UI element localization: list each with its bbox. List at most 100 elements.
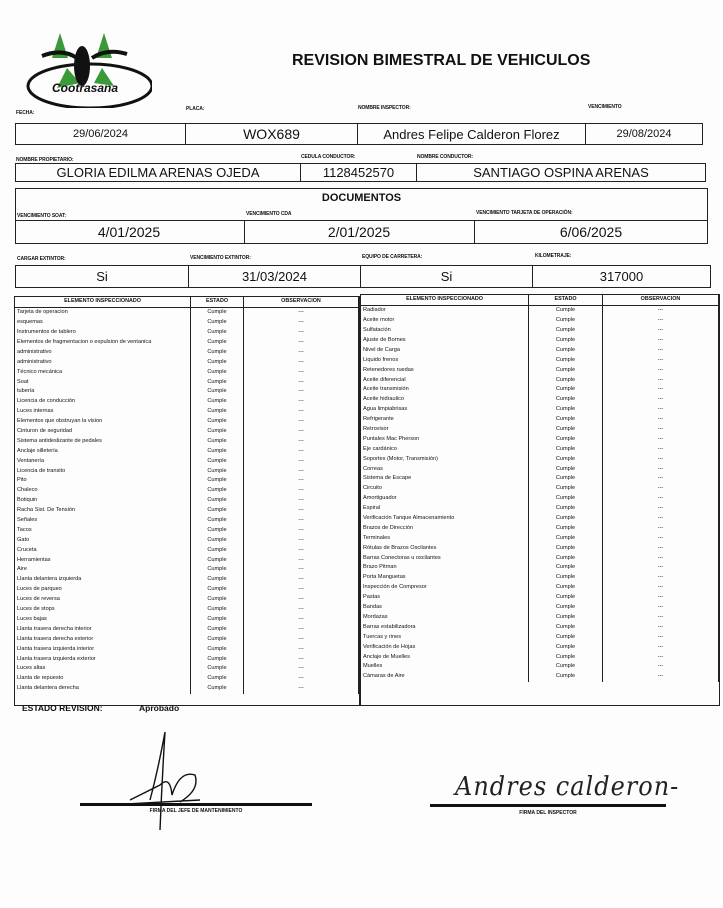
inspector-value: Andres Felipe Calderon Florez (358, 124, 586, 144)
table-row: Instrumentos de tablero Cumple --- (14, 327, 359, 338)
observacion-cell: --- (243, 307, 359, 318)
observacion-cell: --- (602, 414, 719, 425)
documentos-title: DOCUMENTOS (321, 192, 402, 204)
observacion-cell: --- (602, 315, 719, 326)
observacion-cell: --- (602, 375, 719, 386)
table-row: Luces internas Cumple --- (14, 406, 359, 417)
elemento-cell: Verificación Tanque Almacenamiento (360, 513, 529, 524)
table-row: Brazos de Dirección Cumple --- (360, 523, 719, 534)
estado-cell: Cumple (528, 454, 603, 465)
observacion-cell: --- (243, 594, 359, 605)
estado-cell: Cumple (190, 377, 244, 388)
elemento-cell: esquemas (14, 317, 191, 328)
table-row: administrativo Cumple --- (14, 357, 359, 368)
observacion-cell: --- (602, 563, 719, 573)
table-row: Llanta trasera izquierda interior Cumple -… (14, 644, 359, 655)
observacion-cell: --- (602, 365, 719, 376)
observacion-cell: --- (243, 584, 359, 595)
table-row: Licencia de conducción Cumple --- (14, 396, 359, 407)
elemento-cell: Retenedores ruedas (360, 365, 529, 376)
table-row: Agua limpiabrisas Cumple --- (360, 404, 719, 415)
elemento-cell: Sistema de Escape (360, 474, 529, 484)
table-row: Aceite motor Cumple --- (360, 315, 719, 326)
elemento-cell: Muelles (360, 661, 529, 672)
observacion-cell: --- (243, 663, 359, 674)
observacion-cell: --- (602, 474, 719, 484)
left-table-wrap: ELEMENTO INSPECCIONADO ESTADO OBSERVACIO… (14, 296, 360, 706)
observacion-cell: --- (602, 632, 719, 643)
elemento-cell: Radiador (360, 305, 529, 316)
table-row: Llanta trasera izquierda exterior Cumple -… (14, 654, 359, 664)
estado-cell: Cumple (528, 533, 603, 544)
table-row: Circuito Cumple --- (360, 483, 719, 494)
observacion-cell: --- (243, 624, 359, 635)
elemento-cell: Sulfatación (360, 325, 529, 336)
placa-label: PLACA: (186, 106, 205, 112)
estado-cell: Cumple (190, 644, 244, 655)
observacion-cell: --- (243, 673, 359, 684)
estado-cell: Cumple (190, 347, 244, 358)
table-row: Aire Cumple --- (14, 565, 359, 575)
elemento-cell: Cinturon de seguridad (14, 426, 191, 437)
estado-cell: Cumple (528, 543, 603, 554)
elemento-cell: Técnico mecánica (14, 367, 191, 378)
observacion-cell: --- (602, 513, 719, 524)
observacion-cell: --- (243, 367, 359, 378)
left-inspection-table: ELEMENTO INSPECCIONADO ESTADO OBSERVACIO… (14, 296, 359, 694)
observacion-cell: --- (602, 572, 719, 583)
observacion-cell: --- (243, 614, 359, 625)
estado-cell: Cumple (190, 654, 244, 664)
fecha-label: FECHA: (16, 110, 35, 116)
observacion-cell: --- (243, 604, 359, 615)
observacion-cell: --- (602, 523, 719, 534)
observacion-cell: --- (602, 464, 719, 475)
observacion-cell: --- (602, 355, 719, 366)
observacion-cell: --- (602, 385, 719, 395)
elemento-cell: Llanta trasera izquierda exterior (14, 654, 191, 664)
elemento-cell: Luces bajas (14, 614, 191, 625)
inspector-signature-line (430, 804, 666, 807)
estado-cell: Cumple (190, 614, 244, 625)
estado-cell: Cumple (528, 523, 603, 534)
propietario-label: NOMBRE PROPIETARIO: (16, 157, 74, 163)
estado-cell: Cumple (190, 357, 244, 368)
observacion-cell: --- (602, 434, 719, 445)
table-row: Brazo Pitman Cumple --- (360, 563, 719, 573)
table-row: Verificación de Hojas Cumple --- (360, 642, 719, 653)
table-row: Anclaje de Muelles Cumple --- (360, 652, 719, 662)
elemento-cell: Aceite hidraulico (360, 394, 529, 405)
estado-cell: Cumple (528, 652, 603, 662)
table-row: Aceite transmisión Cumple --- (360, 385, 719, 395)
table-row: Soportes (Motor, Transmisión) Cumple --- (360, 454, 719, 465)
maintenance-signature-line (80, 803, 312, 806)
extintor-label: CARGAR EXTINTOR: (17, 256, 66, 262)
elemento-cell: Rótulas de Brazos Oscilantes (360, 543, 529, 554)
observacion-cell: --- (243, 683, 359, 694)
estado-cell: Cumple (528, 582, 603, 593)
estado-cell: Cumple (190, 673, 244, 684)
observacion-cell: --- (243, 555, 359, 566)
observacion-cell: --- (602, 592, 719, 603)
elemento-cell: Herramientas (14, 555, 191, 566)
observacion-cell: --- (243, 426, 359, 437)
observacion-cell: --- (243, 357, 359, 368)
row2-box: GLORIA EDILMA ARENAS OJEDA 1128452570 SA… (15, 163, 706, 182)
elemento-cell: Pito (14, 476, 191, 486)
col-observacion: OBSERVACION (243, 296, 359, 308)
estado-cell: Cumple (190, 436, 244, 447)
elemento-cell: Barras Conectoras u oscilantes (360, 553, 529, 564)
observacion-cell: --- (243, 466, 359, 477)
observacion-cell: --- (243, 545, 359, 556)
kilometraje-value: 317000 (599, 269, 644, 284)
elemento-cell: Luces de stops (14, 604, 191, 615)
equipo-label: EQUIPO DE CARRETERA: (362, 254, 423, 260)
elemento-cell: Luces de reversa (14, 594, 191, 605)
inspector-signature-label: FIRMA DEL INSPECTOR (519, 810, 577, 816)
estado-cell: Cumple (190, 545, 244, 556)
col-observacion: OBSERVACION (602, 294, 719, 306)
estado-cell: Cumple (528, 404, 603, 415)
estado-cell: Cumple (528, 671, 603, 682)
table-row: Racha Sist. De Tensión Cumple --- (14, 505, 359, 516)
table-row: Herramientas Cumple --- (14, 555, 359, 566)
table-row: Nivel de Carga Cumple --- (360, 345, 719, 356)
